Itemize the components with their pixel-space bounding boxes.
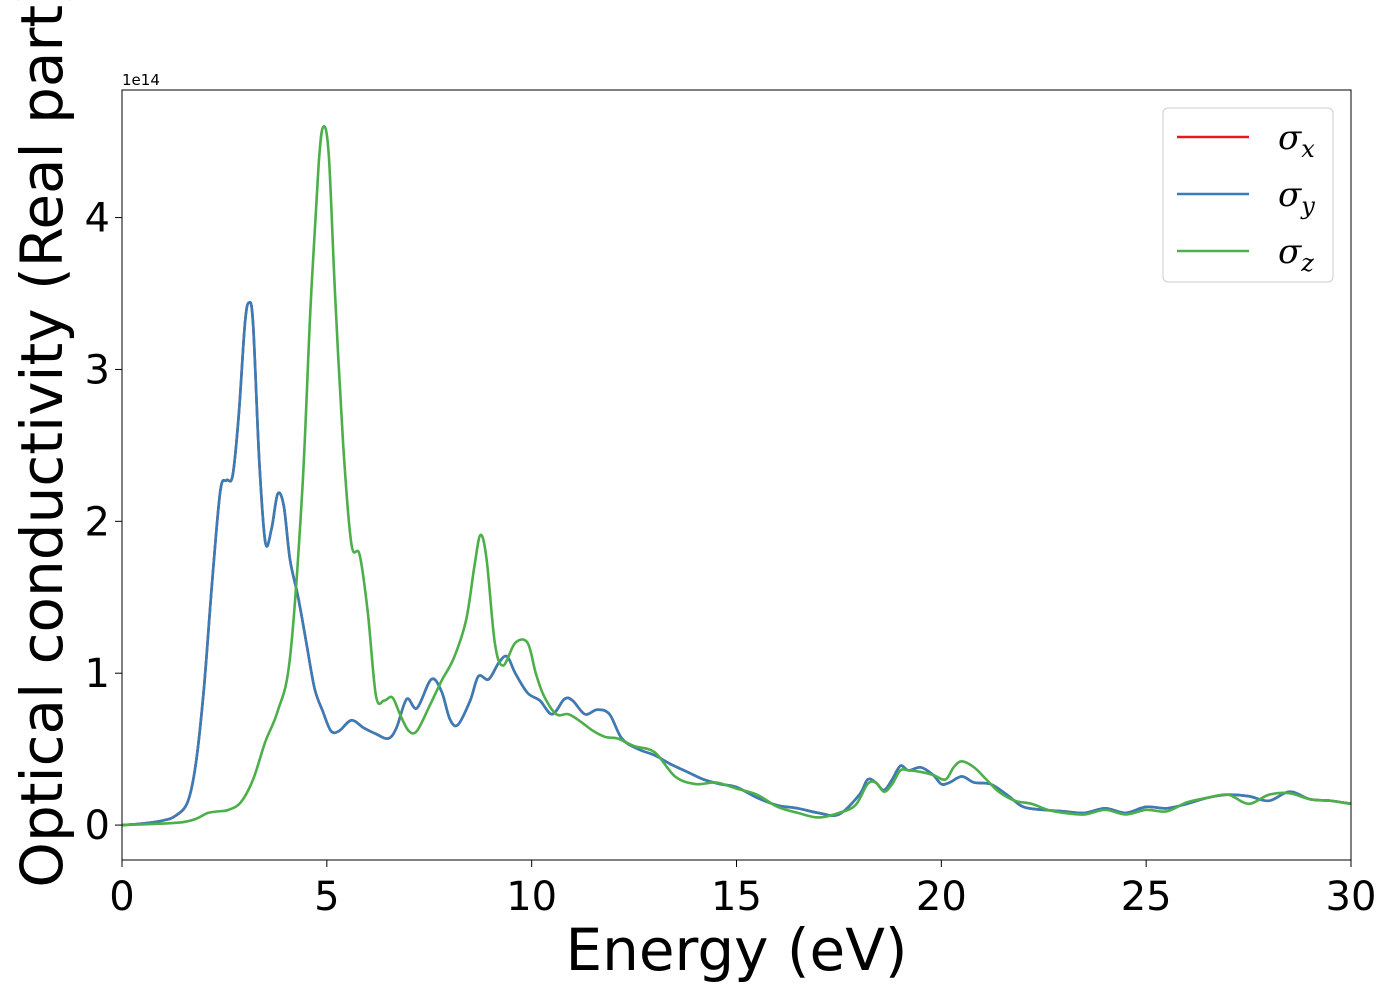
legend-label-sigma-z: σz	[1278, 232, 1314, 277]
x-tick-label: 20	[916, 874, 967, 920]
x-tick-label: 30	[1326, 874, 1377, 920]
x-tick-label: 0	[109, 874, 134, 920]
x-tick-label: 15	[711, 874, 762, 920]
y-axis-title: Optical conductivity (Real part)	[8, 0, 76, 888]
series-line-sigma-z	[122, 124, 1351, 827]
x-tick-label: 5	[314, 874, 339, 920]
y-tick-label: 2	[85, 499, 110, 545]
series-line-sigma-y	[122, 300, 1351, 827]
x-tick-label: 25	[1121, 874, 1172, 920]
y-tick-label: 1	[85, 651, 110, 697]
x-axis-title: Energy (eV)	[565, 916, 907, 984]
series-layer	[122, 124, 1351, 827]
legend-label-sigma-x: σx	[1278, 118, 1315, 163]
y-tick-label: 4	[85, 196, 110, 242]
y-offset-text: 1e14	[122, 71, 160, 89]
y-tick-label: 0	[85, 803, 110, 849]
y-tick-label: 3	[85, 347, 110, 393]
ticks-layer: 0 5 10 15 20 25 30 0 1 2 3 4	[85, 196, 1377, 920]
legend: σx σy σz	[1162, 107, 1334, 283]
legend-label-sigma-y: σy	[1278, 175, 1315, 220]
x-tick-label: 10	[506, 874, 557, 920]
